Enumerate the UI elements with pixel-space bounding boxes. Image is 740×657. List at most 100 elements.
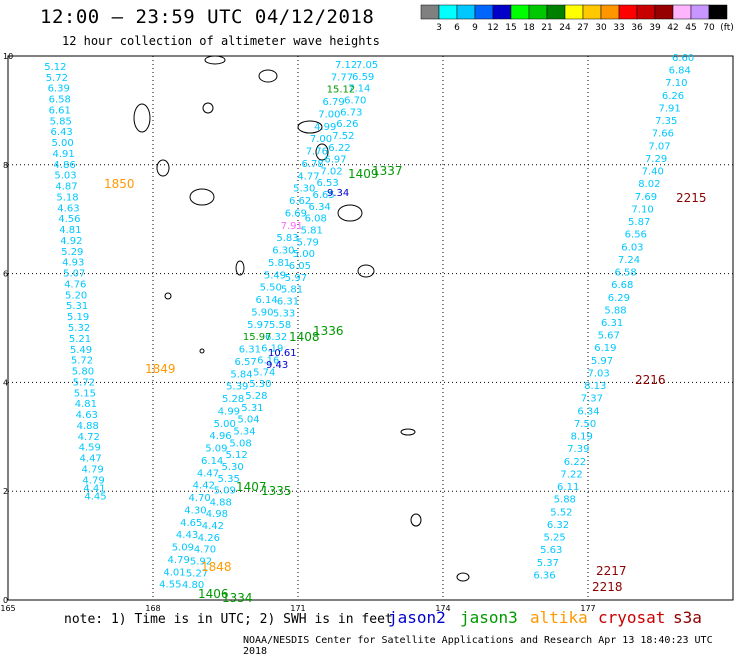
chart-title: 12:00 – 23:59 UTC 04/12/2018 bbox=[40, 6, 375, 28]
swh-value-label: 5.87 bbox=[628, 217, 650, 228]
swh-value-label: 6.69 bbox=[285, 208, 307, 219]
pass-time-label: 1849 bbox=[145, 362, 176, 376]
swh-value-label: 6.34 bbox=[577, 406, 599, 417]
colorbar-label: 3 bbox=[436, 23, 442, 33]
pass-time-label: 1850 bbox=[104, 177, 135, 191]
swh-value-label: 4.81 bbox=[59, 225, 81, 236]
swh-value-label: 7.91 bbox=[281, 221, 303, 232]
swh-value-label: 6.31 bbox=[601, 318, 623, 329]
swh-value-label: 6.53 bbox=[316, 178, 338, 189]
swh-value-label: 7.35 bbox=[655, 116, 677, 127]
swh-value-label: 4.72 bbox=[78, 432, 100, 443]
x-tick-label: 171 bbox=[290, 604, 305, 613]
swh-value-label: 6.97 bbox=[324, 155, 346, 166]
swh-value-label: 7.12 bbox=[335, 60, 357, 71]
swh-value-label: 7.07 bbox=[648, 141, 670, 152]
island-outline bbox=[357, 264, 375, 278]
island-outline bbox=[189, 188, 215, 206]
swh-value-label: 8.19 bbox=[571, 432, 593, 443]
swh-value-label: 8.02 bbox=[638, 179, 660, 190]
colorbar-swatch bbox=[438, 4, 458, 20]
island-outline bbox=[202, 102, 214, 114]
pass-time-label: 2218 bbox=[592, 580, 623, 594]
colorbar-swatch bbox=[420, 4, 440, 20]
swh-value-label: 6.70 bbox=[344, 95, 366, 106]
swh-value-label: 4.43 bbox=[176, 530, 198, 541]
swh-value-label: 4.65 bbox=[180, 518, 202, 529]
swh-value-label: 4.99 bbox=[218, 406, 240, 417]
swh-value-label: 5.21 bbox=[69, 334, 91, 345]
swh-value-label: 5.30 bbox=[293, 184, 315, 195]
swh-value-label: 5.79 bbox=[297, 237, 319, 248]
swh-value-label: 6.79 bbox=[322, 97, 344, 108]
swh-value-label: 5.18 bbox=[56, 192, 78, 203]
legend-jason2: jason2 bbox=[388, 608, 446, 627]
swh-value-label: 5.72 bbox=[73, 377, 95, 388]
swh-value-label: 4.88 bbox=[77, 421, 99, 432]
swh-value-label: 6.08 bbox=[305, 214, 327, 225]
colorbar-swatch bbox=[600, 4, 620, 20]
swh-value-label: 7.76 bbox=[306, 147, 328, 158]
swh-value-label: 5.81 bbox=[301, 226, 323, 237]
colorbar-label: 9 bbox=[472, 23, 478, 33]
swh-value-label: 4.47 bbox=[80, 454, 102, 465]
swh-value-label: 8.13 bbox=[584, 381, 606, 392]
swh-value-label: 5.49 bbox=[70, 345, 92, 356]
island-outline bbox=[400, 428, 416, 436]
swh-value-label: 5.49 bbox=[264, 270, 286, 281]
swh-value-label: 5.28 bbox=[245, 391, 267, 402]
legend-s3a: s3a bbox=[673, 608, 702, 627]
swh-value-label: 5.31 bbox=[66, 301, 88, 312]
swh-value-label: 5.83 bbox=[276, 233, 298, 244]
y-tick-label: 2 bbox=[3, 487, 8, 496]
island-outline bbox=[456, 572, 470, 582]
colorbar-label: 70 bbox=[703, 23, 715, 33]
swh-value-label: 5.25 bbox=[544, 533, 566, 544]
swh-value-label: 4.41 bbox=[83, 483, 105, 494]
swh-value-label: 4.92 bbox=[60, 236, 82, 247]
swh-value-label: 7.02 bbox=[320, 166, 342, 177]
swh-value-label: 4.42 bbox=[202, 521, 224, 532]
colorbar-label: (ft) bbox=[720, 23, 734, 33]
colorbar-swatch bbox=[474, 4, 494, 20]
swh-value-label: 5.74 bbox=[253, 367, 275, 378]
swh-value-label: 6.26 bbox=[662, 91, 684, 102]
swh-value-label: 6.31 bbox=[277, 296, 299, 307]
swh-value-label: 6.11 bbox=[557, 482, 579, 493]
swh-value-label: 4.45 bbox=[84, 492, 106, 503]
swh-value-label: 4.70 bbox=[188, 493, 210, 504]
swh-value-label: 5.37 bbox=[537, 558, 559, 569]
swh-value-label: 6.58 bbox=[49, 95, 71, 106]
swh-value-label: 5.07 bbox=[63, 269, 85, 280]
y-tick-label: 8 bbox=[3, 161, 8, 170]
swh-value-label: 6.36 bbox=[533, 570, 555, 581]
swh-value-label: 5.63 bbox=[540, 545, 562, 556]
swh-value-label: 5.50 bbox=[260, 283, 282, 294]
x-tick-label: 174 bbox=[435, 604, 450, 613]
island-outline bbox=[297, 120, 323, 134]
swh-value-label: 6.43 bbox=[51, 127, 73, 138]
colorbar-label: 12 bbox=[487, 23, 498, 33]
swh-value-label: 5.30 bbox=[249, 379, 271, 390]
swh-value-label: 7.00 bbox=[318, 109, 340, 120]
swh-value-label: 4.30 bbox=[184, 505, 206, 516]
swh-value-label: 5.09 bbox=[172, 543, 194, 554]
swh-value-label: 7.37 bbox=[581, 394, 603, 405]
swh-value-label: 6.73 bbox=[340, 107, 362, 118]
swh-value-label: 6.19 bbox=[261, 344, 283, 355]
swh-value-label: 5.35 bbox=[218, 474, 240, 485]
swh-value-label: 7.39 bbox=[567, 444, 589, 455]
pass-time-label: 1409 bbox=[348, 167, 379, 181]
island-outline bbox=[133, 103, 151, 133]
pass-time-label: 1848 bbox=[201, 560, 232, 574]
colorbar-swatch bbox=[690, 4, 710, 20]
swh-value-label: 5.67 bbox=[598, 331, 620, 342]
colorbar-label: 33 bbox=[613, 23, 624, 33]
island-outline bbox=[315, 143, 329, 161]
swh-value-label: 5.85 bbox=[50, 116, 72, 127]
swh-value-label: 5.30 bbox=[222, 462, 244, 473]
swh-value-label: 6.32 bbox=[265, 332, 287, 343]
swh-value-label: 5.09 bbox=[205, 444, 227, 455]
swh-value-label: 5.08 bbox=[229, 438, 251, 449]
